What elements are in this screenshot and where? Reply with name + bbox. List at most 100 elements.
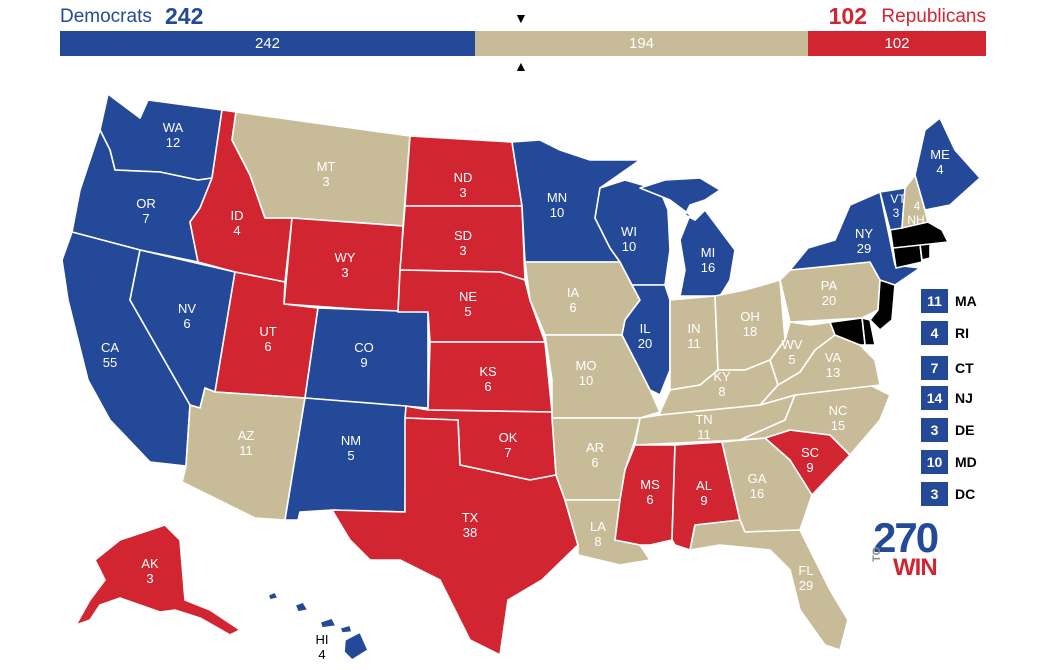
small-state-box-DC[interactable]: 3 <box>921 482 948 506</box>
state-AZ[interactable]: AZ 11 <box>181 387 306 521</box>
svg-text:IA6: IA 6 <box>567 285 580 315</box>
state-ev-OH: 18 <box>743 324 757 339</box>
state-label-MI: MI <box>701 245 715 260</box>
state-NC[interactable]: NC 15 <box>739 384 891 456</box>
state-MI[interactable]: MI 16 <box>639 177 736 297</box>
state-TX[interactable]: TX 38 <box>331 417 579 656</box>
state-VA[interactable]: VA 13 <box>759 334 881 406</box>
state-label-KS: KS <box>479 364 497 379</box>
state-IL[interactable]: IL 20 <box>621 284 671 396</box>
state-label-NM: NM <box>341 433 361 448</box>
state-WA[interactable]: WA 12 <box>99 93 223 181</box>
state-HI[interactable]: HI 4 <box>267 591 369 662</box>
state-label-WI: WI <box>621 224 637 239</box>
state-ev-ID: 4 <box>233 223 240 238</box>
state-label-OK: OK <box>499 430 518 445</box>
state-VT[interactable]: VT 3 <box>879 187 906 231</box>
bar-segment-democrat[interactable]: 242 <box>60 31 475 56</box>
state-label-ID: ID <box>231 208 244 223</box>
bar-segment-republican[interactable]: 102 <box>808 31 986 56</box>
state-ev-TN: 11 <box>697 427 711 442</box>
state-ev-MS: 6 <box>646 492 653 507</box>
small-state-box-DE[interactable]: 3 <box>921 418 948 442</box>
state-label-FL: FL <box>798 563 813 578</box>
state-NY[interactable]: NY 29 <box>789 191 921 286</box>
state-label-NH: NH <box>907 213 924 227</box>
state-label-UT: UT <box>259 324 276 339</box>
small-state-box-MA[interactable]: 11 <box>921 289 948 313</box>
bar-segment-tossup[interactable]: 194 <box>475 31 808 56</box>
small-state-box-RI[interactable]: 4 <box>921 321 948 345</box>
svg-text:AK3: AK 3 <box>141 556 159 586</box>
state-ND[interactable]: ND 3 <box>404 135 523 207</box>
state-IA[interactable]: IA 6 <box>524 261 641 336</box>
state-NE[interactable]: NE 5 <box>397 269 546 343</box>
small-state-label-MD: MD <box>955 454 977 470</box>
state-label-ND: ND <box>454 170 473 185</box>
state-KS[interactable]: KS 6 <box>427 341 553 413</box>
270towin-logo: 270 TO WIN <box>871 514 945 582</box>
state-label-AR: AR <box>586 440 604 455</box>
state-label-TX: TX <box>462 510 479 525</box>
democrats-label: Democrats <box>60 6 152 27</box>
state-label-PA: PA <box>821 278 838 293</box>
state-ev-VA: 13 <box>826 365 840 380</box>
state-ev-LA: 8 <box>594 534 601 549</box>
270-marker-down-icon: ▼ <box>514 10 528 26</box>
state-NM[interactable]: NM 5 <box>284 397 407 521</box>
state-PA[interactable]: PA 20 <box>779 261 881 323</box>
small-state-box-MD[interactable]: 10 <box>921 450 948 474</box>
state-ev-FL: 29 <box>799 578 813 593</box>
state-ev-MI: 16 <box>701 260 715 275</box>
state-OH[interactable]: OH 18 <box>714 279 786 371</box>
state-label-GA: GA <box>748 471 767 486</box>
state-ev-CO: 9 <box>360 355 367 370</box>
small-state-box-CT[interactable]: 7 <box>921 356 948 380</box>
state-ME[interactable]: ME 4 <box>914 117 981 211</box>
small-state-label-NJ: NJ <box>955 390 973 406</box>
state-ev-NH: 4 <box>914 199 921 213</box>
svg-text:HI4: HI 4 <box>316 632 329 662</box>
state-MN[interactable]: MN 10 <box>511 139 641 263</box>
state-label-NC: NC <box>829 403 848 418</box>
small-state-label-DE: DE <box>955 422 975 438</box>
state-NV[interactable]: NV 6 <box>129 249 236 409</box>
state-MS[interactable]: MS 6 <box>614 444 676 546</box>
state-ev-TX: 38 <box>463 525 477 540</box>
state-ev-NM: 5 <box>347 448 354 463</box>
state-ev-HI: 4 <box>318 647 325 662</box>
state-AK[interactable]: AK 3 <box>75 524 241 636</box>
logo-to: TO <box>871 546 883 562</box>
svg-text:ME4: ME 4 <box>930 147 950 177</box>
state-ev-AK: 3 <box>146 571 153 586</box>
state-ev-NE: 5 <box>464 304 471 319</box>
state-NH[interactable]: 4 NH <box>901 174 929 229</box>
state-WY[interactable]: WY 3 <box>283 217 404 313</box>
state-FL[interactable]: FL 29 <box>689 519 849 651</box>
svg-text:4NH: 4 NH <box>907 199 924 227</box>
state-ev-KY: 8 <box>718 384 725 399</box>
democrats-total: 242 <box>165 3 204 29</box>
state-ev-AZ: 11 <box>239 443 253 458</box>
state-label-IA: IA <box>567 285 580 300</box>
republicans-total: 102 <box>828 3 867 29</box>
svg-text:NV6: NV 6 <box>178 301 196 331</box>
state-label-VT: VT <box>890 192 906 206</box>
small-state-box-NJ[interactable]: 14 <box>921 386 948 410</box>
state-label-MS: MS <box>640 477 660 492</box>
state-SD[interactable]: SD 3 <box>399 205 526 281</box>
svg-text:OR7: OR 7 <box>136 196 156 226</box>
svg-text:AR6: AR 6 <box>586 440 604 470</box>
state-MD[interactable] <box>809 317 866 346</box>
state-RI[interactable] <box>919 243 931 261</box>
state-CO[interactable]: CO 9 <box>304 307 429 409</box>
small-state-label-RI: RI <box>955 325 969 341</box>
